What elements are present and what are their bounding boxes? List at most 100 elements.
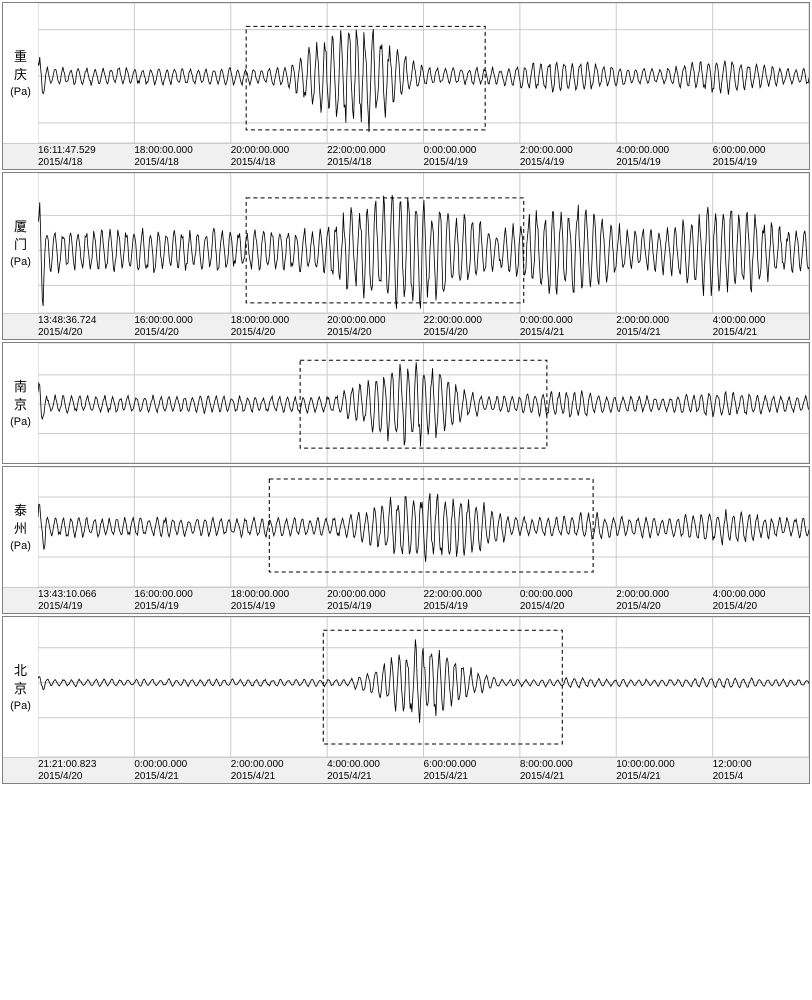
x-tick-date: 2015/4/20 xyxy=(38,327,134,339)
x-tick-time: 13:43:10.066 xyxy=(38,589,134,601)
x-tick-time: 16:00:00.000 xyxy=(134,315,230,327)
city-char: 北 xyxy=(14,662,27,680)
x-tick: 22:00:00.0002015/4/19 xyxy=(424,589,520,612)
x-tick-date: 2015/4/20 xyxy=(134,327,230,339)
x-tick-time: 0:00:00.000 xyxy=(520,315,616,327)
x-tick: 0:00:00.0002015/4/21 xyxy=(134,759,230,782)
x-tick: 0:00:00.0002015/4/20 xyxy=(520,589,616,612)
x-tick-time: 20:00:00.000 xyxy=(327,589,423,601)
x-tick-date: 2015/4/19 xyxy=(424,157,520,169)
x-tick-date: 2015/4/19 xyxy=(134,601,230,613)
highlight-box xyxy=(246,26,485,130)
x-tick-date: 2015/4/20 xyxy=(616,601,712,613)
waveform-panel-北京: 北京(Pa)-42.4-2002037.621:21:00.8232015/4/… xyxy=(2,616,810,784)
x-tick-time: 2:00:00.000 xyxy=(616,315,712,327)
x-tick-time: 21:21:00.823 xyxy=(38,759,134,771)
waveform-panel-重庆: 重庆(Pa)-14.3-1001015.716:11:47.5292015/4/… xyxy=(2,2,810,170)
x-tick: 8:00:00.0002015/4/21 xyxy=(520,759,616,782)
x-axis: 13:43:10.0662015/4/1916:00:00.0002015/4/… xyxy=(3,588,809,613)
y-axis-label: 泰州 (Pa) xyxy=(3,467,38,587)
x-tick: 2:00:00.0002015/4/21 xyxy=(616,315,712,338)
x-tick-time: 22:00:00.000 xyxy=(424,315,520,327)
y-axis-label: 北京 (Pa) xyxy=(3,617,38,757)
plot-area: -20.1-1001020.9 xyxy=(38,343,809,463)
plot-area: -42.4-2002037.6 xyxy=(38,617,809,757)
waveform-panel-泰州: 泰州 (Pa) -20-100102013:43:10.0662015/4/1916… xyxy=(2,466,810,614)
x-tick-date: 2015/4/19 xyxy=(616,157,712,169)
x-axis: 16:11:47.5292015/4/1818:00:00.0002015/4/… xyxy=(3,144,809,169)
x-tick-date: 2015/4/21 xyxy=(616,771,712,783)
plot-area: -20-1001020 xyxy=(38,467,809,587)
x-tick-time: 18:00:00.000 xyxy=(134,145,230,157)
x-tick-date: 2015/4/18 xyxy=(134,157,230,169)
x-tick: 18:00:00.0002015/4/19 xyxy=(231,589,327,612)
x-tick-date: 2015/4/20 xyxy=(327,327,423,339)
waveform-panel-厦门: 厦门(Pa)-35.8-2002044.213:48:36.7242015/4/… xyxy=(2,172,810,340)
x-tick: 0:00:00.0002015/4/19 xyxy=(424,145,520,168)
x-tick: 2:00:00.0002015/4/20 xyxy=(616,589,712,612)
x-tick-time: 6:00:00.000 xyxy=(424,759,520,771)
x-tick: 18:00:00.0002015/4/18 xyxy=(134,145,230,168)
x-tick-time: 16:11:47.529 xyxy=(38,145,134,157)
unit-label: (Pa) xyxy=(10,256,31,268)
x-tick-date: 2015/4/18 xyxy=(327,157,423,169)
x-tick-time: 13:48:36.724 xyxy=(38,315,134,327)
x-tick-date: 2015/4/19 xyxy=(231,601,327,613)
x-tick-time: 18:00:00.000 xyxy=(231,315,327,327)
x-tick-date: 2015/4/19 xyxy=(713,157,809,169)
x-tick: 16:00:00.0002015/4/20 xyxy=(134,315,230,338)
x-tick-time: 12:00:00 xyxy=(713,759,809,771)
city-char: 京 xyxy=(14,680,27,698)
x-tick-time: 4:00:00.000 xyxy=(713,589,809,601)
unit-label: (Pa) xyxy=(10,700,31,712)
x-tick-date: 2015/4 xyxy=(713,771,809,783)
y-axis-label: 南京(Pa) xyxy=(3,343,38,463)
x-tick: 16:11:47.5292015/4/18 xyxy=(38,145,134,168)
x-tick-date: 2015/4/18 xyxy=(38,157,134,169)
x-tick: 4:00:00.0002015/4/19 xyxy=(616,145,712,168)
unit-label: (Pa) xyxy=(10,540,31,552)
x-tick-date: 2015/4/21 xyxy=(327,771,423,783)
x-tick: 20:00:00.0002015/4/18 xyxy=(231,145,327,168)
x-tick-date: 2015/4/21 xyxy=(713,327,809,339)
x-tick: 12:00:002015/4 xyxy=(713,759,809,782)
x-tick: 21:21:00.8232015/4/20 xyxy=(38,759,134,782)
x-tick-date: 2015/4/20 xyxy=(38,771,134,783)
x-tick-date: 2015/4/19 xyxy=(327,601,423,613)
x-tick-time: 18:00:00.000 xyxy=(231,589,327,601)
city-char: 京 xyxy=(14,396,27,414)
x-tick-time: 0:00:00.000 xyxy=(134,759,230,771)
city-char: 州 xyxy=(14,520,27,538)
x-tick-date: 2015/4/18 xyxy=(231,157,327,169)
x-tick: 13:48:36.7242015/4/20 xyxy=(38,315,134,338)
x-tick: 6:00:00.0002015/4/19 xyxy=(713,145,809,168)
city-char: 门 xyxy=(14,236,27,254)
x-tick: 22:00:00.0002015/4/20 xyxy=(424,315,520,338)
unit-label: (Pa) xyxy=(10,86,31,98)
x-tick-date: 2015/4/21 xyxy=(616,327,712,339)
x-tick: 22:00:00.0002015/4/18 xyxy=(327,145,423,168)
x-tick: 13:43:10.0662015/4/19 xyxy=(38,589,134,612)
x-tick-date: 2015/4/20 xyxy=(424,327,520,339)
x-tick-time: 2:00:00.000 xyxy=(231,759,327,771)
unit-label: (Pa) xyxy=(10,416,31,428)
x-tick-date: 2015/4/21 xyxy=(231,771,327,783)
waveform-panel-南京: 南京(Pa)-20.1-1001020.9 xyxy=(2,342,810,464)
city-char: 泰 xyxy=(14,502,27,520)
x-tick: 18:00:00.0002015/4/20 xyxy=(231,315,327,338)
city-char: 庆 xyxy=(14,66,27,84)
x-tick: 20:00:00.0002015/4/19 xyxy=(327,589,423,612)
x-tick-date: 2015/4/21 xyxy=(424,771,520,783)
x-tick-time: 4:00:00.000 xyxy=(327,759,423,771)
x-tick-time: 2:00:00.000 xyxy=(520,145,616,157)
x-tick-time: 22:00:00.000 xyxy=(424,589,520,601)
y-axis-label: 重庆(Pa) xyxy=(3,3,38,143)
x-tick-time: 20:00:00.000 xyxy=(327,315,423,327)
x-tick: 2:00:00.0002015/4/19 xyxy=(520,145,616,168)
x-tick: 10:00:00.0002015/4/21 xyxy=(616,759,712,782)
x-tick-time: 0:00:00.000 xyxy=(424,145,520,157)
x-tick-date: 2015/4/21 xyxy=(520,771,616,783)
x-tick-date: 2015/4/20 xyxy=(520,601,616,613)
x-tick-time: 4:00:00.000 xyxy=(713,315,809,327)
x-tick: 0:00:00.0002015/4/21 xyxy=(520,315,616,338)
